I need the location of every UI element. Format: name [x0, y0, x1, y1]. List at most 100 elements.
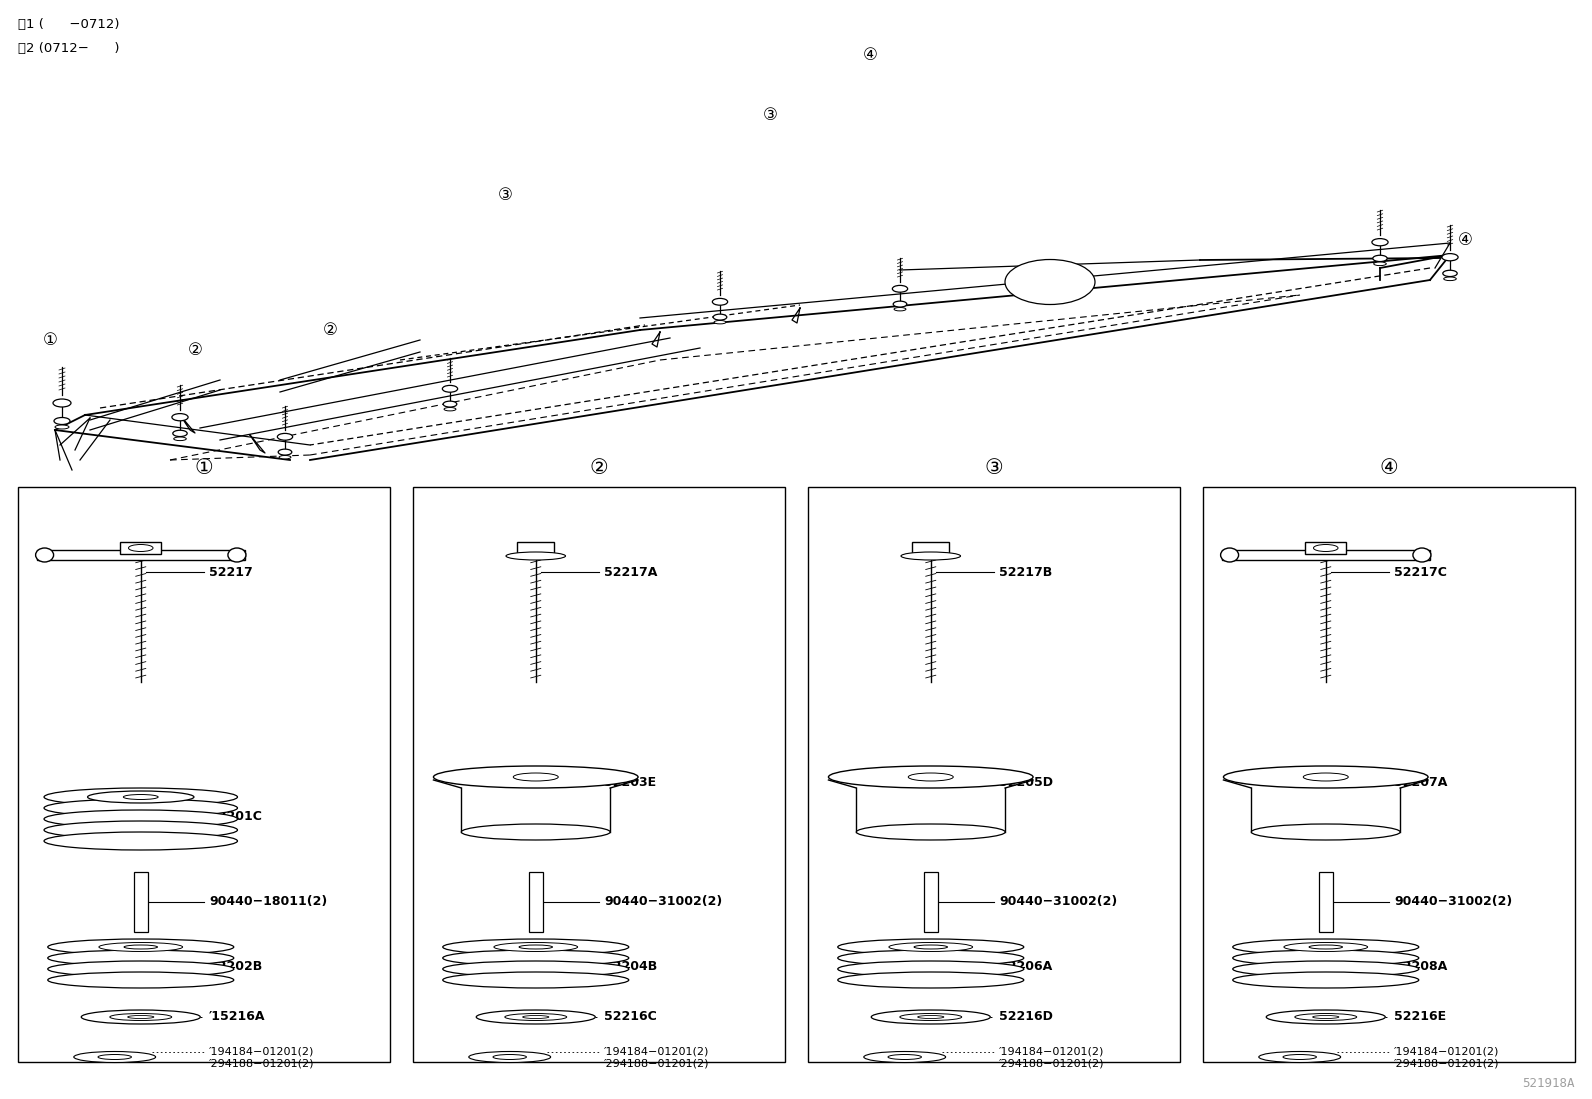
Text: 52216E: 52216E — [1395, 1010, 1446, 1023]
Text: ′194184−01201(2): ′194184−01201(2) — [1395, 1047, 1500, 1057]
Ellipse shape — [1309, 945, 1342, 950]
Ellipse shape — [279, 455, 291, 459]
Text: 52216C: 52216C — [603, 1010, 657, 1023]
Ellipse shape — [871, 1010, 990, 1024]
Ellipse shape — [81, 1010, 201, 1024]
Text: 52202B: 52202B — [209, 961, 263, 974]
Ellipse shape — [48, 950, 234, 966]
Ellipse shape — [1005, 259, 1095, 304]
Ellipse shape — [914, 945, 947, 950]
Text: ①: ① — [43, 331, 57, 349]
Text: ⁳1 (      −0712): ⁳1 ( −0712) — [18, 18, 119, 31]
Bar — [37, 550, 245, 560]
Ellipse shape — [444, 408, 455, 411]
Text: 52208A: 52208A — [1395, 961, 1447, 974]
Ellipse shape — [519, 945, 552, 950]
Ellipse shape — [837, 950, 1024, 966]
Text: ′294188−01201(2): ′294188−01201(2) — [209, 1059, 315, 1069]
Text: ′15216A: ′15216A — [209, 1010, 266, 1023]
Ellipse shape — [893, 286, 907, 292]
Ellipse shape — [1294, 1013, 1356, 1021]
Text: ′194184−01201(2): ′194184−01201(2) — [603, 1047, 710, 1057]
Ellipse shape — [1313, 1015, 1339, 1019]
Ellipse shape — [513, 773, 559, 781]
Text: ′294188−01201(2): ′294188−01201(2) — [603, 1059, 710, 1069]
Text: 52216D: 52216D — [1000, 1010, 1052, 1023]
Ellipse shape — [909, 773, 954, 781]
Ellipse shape — [715, 321, 726, 324]
Text: 90440−31002(2): 90440−31002(2) — [1000, 896, 1118, 909]
Ellipse shape — [174, 437, 186, 441]
Ellipse shape — [443, 401, 457, 407]
Ellipse shape — [888, 943, 973, 952]
Bar — [517, 542, 554, 556]
Ellipse shape — [1313, 544, 1337, 552]
Ellipse shape — [48, 939, 234, 955]
Text: ′294188−01201(2): ′294188−01201(2) — [1395, 1059, 1500, 1069]
Ellipse shape — [73, 1052, 156, 1063]
Ellipse shape — [56, 425, 68, 429]
Ellipse shape — [476, 1010, 595, 1024]
Ellipse shape — [1232, 950, 1418, 966]
Bar — [912, 542, 949, 556]
Text: 52205D: 52205D — [1000, 776, 1052, 788]
Ellipse shape — [88, 791, 194, 803]
Ellipse shape — [837, 961, 1024, 977]
Text: 90440−18011(2): 90440−18011(2) — [209, 896, 328, 909]
Ellipse shape — [494, 943, 578, 952]
Bar — [134, 872, 148, 932]
Ellipse shape — [1442, 254, 1458, 260]
Ellipse shape — [433, 766, 638, 788]
Bar — [1305, 542, 1347, 554]
Ellipse shape — [899, 1013, 962, 1021]
Ellipse shape — [123, 795, 158, 799]
Bar — [1221, 550, 1430, 560]
Text: 90440−31002(2): 90440−31002(2) — [1395, 896, 1512, 909]
Text: ②: ② — [589, 458, 608, 478]
Ellipse shape — [48, 961, 234, 977]
Ellipse shape — [1444, 277, 1457, 280]
Ellipse shape — [127, 1015, 154, 1019]
Text: ′294188−01201(2): ′294188−01201(2) — [1000, 1059, 1105, 1069]
Ellipse shape — [443, 961, 629, 977]
Text: 52201C: 52201C — [209, 810, 261, 823]
Ellipse shape — [837, 939, 1024, 955]
Ellipse shape — [1266, 1010, 1385, 1024]
Bar — [121, 542, 161, 554]
Ellipse shape — [1283, 1055, 1317, 1059]
Ellipse shape — [35, 548, 54, 562]
Ellipse shape — [99, 1055, 132, 1059]
Ellipse shape — [1259, 1052, 1340, 1063]
Ellipse shape — [522, 1015, 549, 1019]
Ellipse shape — [443, 939, 629, 955]
Ellipse shape — [505, 1013, 567, 1021]
Ellipse shape — [110, 1013, 172, 1021]
Ellipse shape — [828, 766, 1033, 788]
Ellipse shape — [713, 314, 728, 320]
Text: ③: ③ — [498, 186, 513, 204]
Bar — [1318, 872, 1333, 932]
Text: ④: ④ — [863, 46, 877, 64]
Ellipse shape — [443, 386, 457, 392]
Ellipse shape — [1224, 766, 1428, 788]
Ellipse shape — [48, 972, 234, 988]
Ellipse shape — [917, 1015, 944, 1019]
Ellipse shape — [837, 972, 1024, 988]
Ellipse shape — [124, 945, 158, 950]
Text: 90440−31002(2): 90440−31002(2) — [603, 896, 723, 909]
Ellipse shape — [99, 943, 183, 952]
Ellipse shape — [1221, 548, 1239, 562]
Ellipse shape — [901, 552, 960, 560]
Ellipse shape — [1232, 939, 1418, 955]
Ellipse shape — [893, 301, 907, 307]
Bar — [1204, 487, 1574, 1062]
Ellipse shape — [1372, 255, 1387, 262]
Ellipse shape — [54, 418, 70, 424]
Ellipse shape — [45, 832, 237, 850]
Text: 52217C: 52217C — [1395, 566, 1447, 578]
Text: ①: ① — [194, 458, 213, 478]
Text: ③: ③ — [984, 458, 1003, 478]
Ellipse shape — [279, 449, 291, 455]
Ellipse shape — [1414, 548, 1431, 562]
Ellipse shape — [1232, 972, 1418, 988]
